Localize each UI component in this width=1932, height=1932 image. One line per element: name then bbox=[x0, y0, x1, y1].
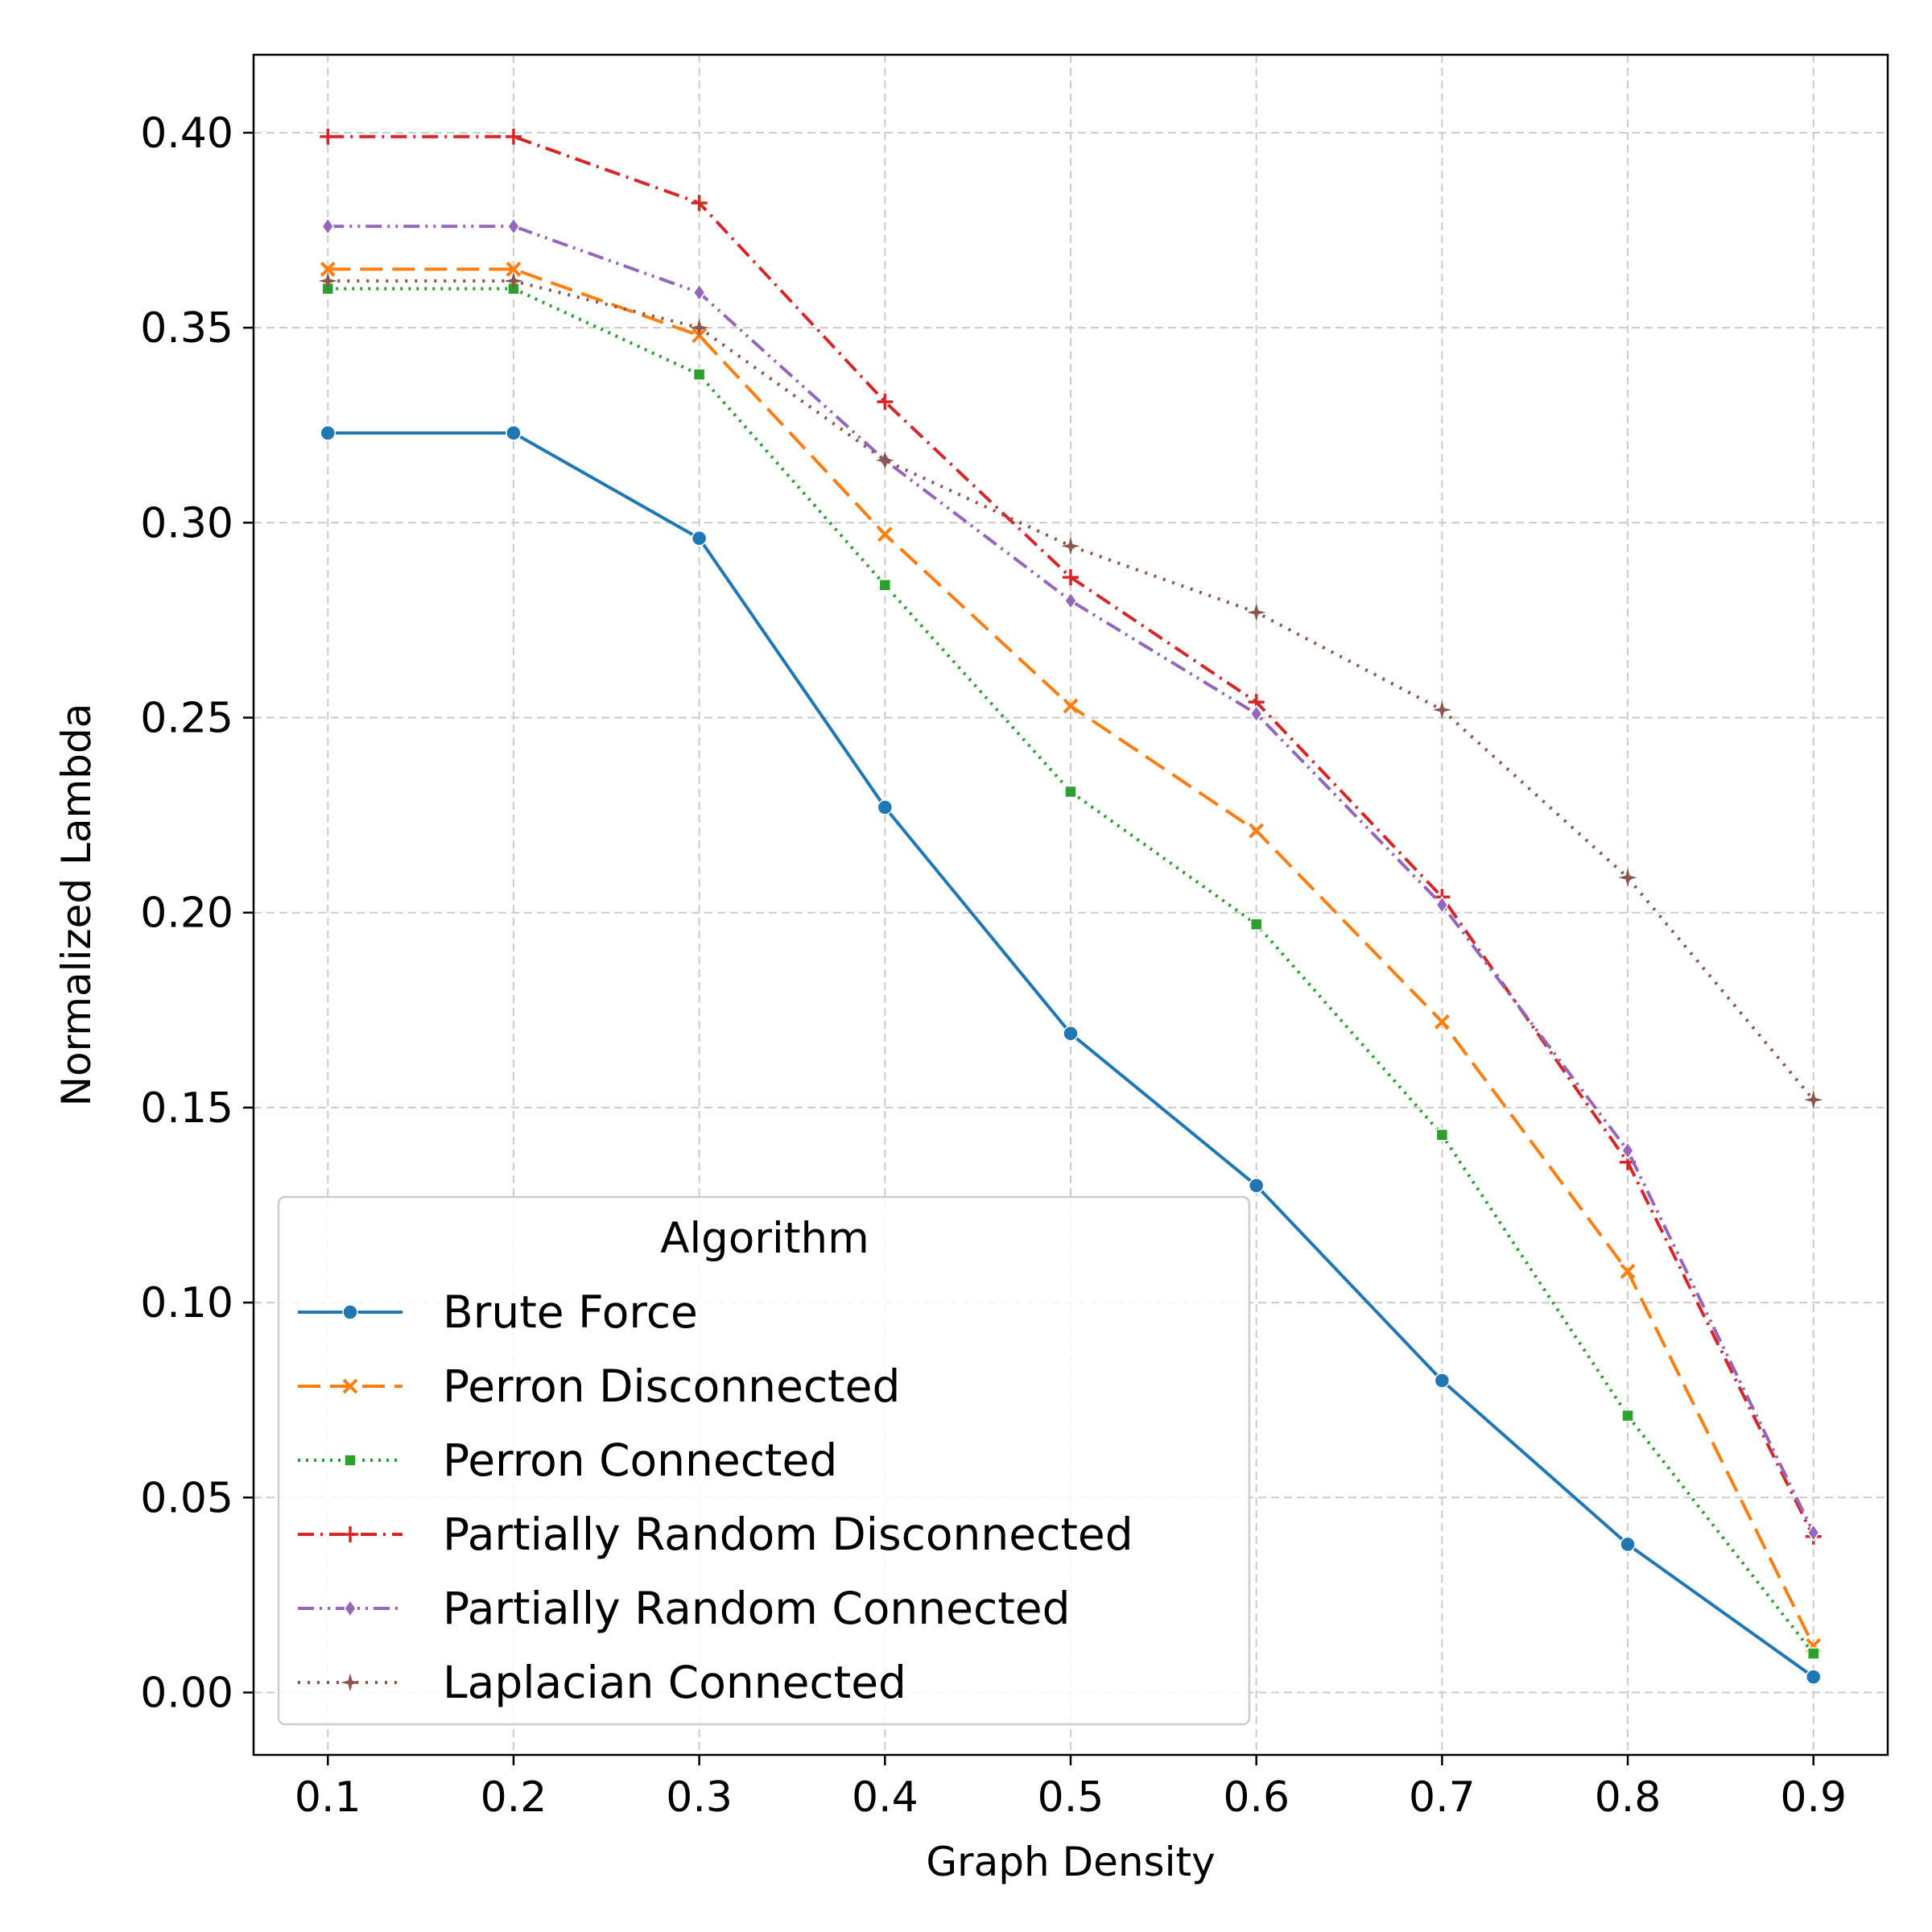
data-point bbox=[318, 271, 337, 291]
legend-item: Partially Random Disconnected bbox=[298, 1509, 1133, 1560]
data-point bbox=[1618, 868, 1637, 887]
y-tick-label: 0.25 bbox=[140, 694, 233, 742]
data-point bbox=[877, 799, 894, 815]
data-point bbox=[1063, 1026, 1079, 1042]
data-point bbox=[877, 394, 894, 411]
legend: Algorithm Brute Force Perron Disconnected… bbox=[277, 1195, 1251, 1726]
data-point bbox=[692, 368, 706, 381]
data-point bbox=[1249, 918, 1263, 931]
data-point bbox=[321, 217, 335, 236]
data-point bbox=[320, 425, 336, 441]
data-point bbox=[320, 128, 336, 145]
y-tick-label: 0.30 bbox=[140, 499, 233, 547]
series-brute-force bbox=[320, 425, 1822, 1685]
data-point bbox=[505, 128, 522, 145]
y-tick-label: 0.20 bbox=[140, 890, 233, 938]
data-point bbox=[691, 195, 708, 212]
axis-ticks: 0.1 0.2 0.3 0.4 0.5 0.6 0.7 0.8 0.9 0.00 0.05 0.10 0… bbox=[140, 109, 1847, 1822]
data-point bbox=[1249, 823, 1265, 839]
data-point bbox=[1806, 1647, 1820, 1660]
data-point bbox=[507, 217, 520, 236]
y-tick-label: 0.35 bbox=[140, 304, 233, 353]
x-tick-label: 0.9 bbox=[1780, 1773, 1847, 1822]
y-tick-label: 0.00 bbox=[140, 1669, 233, 1717]
data-point bbox=[1620, 1263, 1636, 1279]
legend-marker bbox=[342, 1378, 358, 1394]
data-point bbox=[1248, 1178, 1265, 1194]
legend-item: Perron Connected bbox=[298, 1435, 837, 1486]
data-point bbox=[1804, 1090, 1823, 1109]
legend-item: Partially Random Connected bbox=[298, 1583, 1071, 1634]
x-tick-label: 0.3 bbox=[666, 1773, 733, 1822]
legend-marker bbox=[344, 1599, 357, 1618]
x-tick-label: 0.5 bbox=[1038, 1773, 1104, 1822]
legend-label: Perron Disconnected bbox=[443, 1360, 900, 1412]
data-point bbox=[1064, 591, 1077, 610]
x-tick-label: 0.1 bbox=[295, 1773, 361, 1822]
legend-marker bbox=[344, 1454, 357, 1467]
legend-label: Partially Random Disconnected bbox=[443, 1509, 1133, 1560]
x-tick-label: 0.8 bbox=[1595, 1773, 1662, 1822]
data-point bbox=[1432, 700, 1451, 720]
series-line bbox=[328, 225, 1815, 1534]
y-tick-label: 0.10 bbox=[140, 1279, 233, 1327]
x-tick-label: 0.6 bbox=[1223, 1773, 1290, 1822]
data-point bbox=[877, 526, 893, 543]
y-tick-label: 0.15 bbox=[140, 1084, 233, 1133]
data-point bbox=[1247, 603, 1266, 622]
data-point bbox=[690, 318, 709, 337]
data-point bbox=[1061, 536, 1080, 555]
legend-box bbox=[277, 1195, 1251, 1726]
legend-marker bbox=[341, 1673, 360, 1692]
series-laplacian-connected bbox=[318, 271, 1823, 1109]
data-point bbox=[1620, 1536, 1636, 1553]
legend-title: Algorithm bbox=[660, 1214, 869, 1263]
data-point bbox=[1435, 895, 1449, 914]
series-partially-random-connected bbox=[321, 217, 1820, 1542]
x-tick-label: 0.4 bbox=[852, 1773, 919, 1822]
data-point bbox=[1064, 785, 1077, 799]
legend-items: Brute Force Perron Disconnected Perron Con… bbox=[298, 1286, 1133, 1708]
data-point bbox=[1435, 1129, 1449, 1141]
data-point bbox=[506, 425, 522, 441]
data-point bbox=[320, 262, 336, 277]
series-line bbox=[328, 134, 1815, 1538]
legend-label: Laplacian Connected bbox=[443, 1657, 906, 1708]
y-axis-label: Normalized Lambda bbox=[53, 704, 100, 1107]
y-tick-label: 0.05 bbox=[140, 1474, 233, 1522]
series-lines bbox=[318, 128, 1823, 1685]
data-point bbox=[1063, 698, 1079, 714]
data-point bbox=[1063, 569, 1079, 586]
legend-marker bbox=[342, 1304, 358, 1320]
data-point bbox=[875, 451, 894, 470]
legend-label: Partially Random Connected bbox=[443, 1583, 1071, 1634]
x-axis-label: Graph Density bbox=[926, 1839, 1215, 1885]
legend-item: Laplacian Connected bbox=[298, 1657, 906, 1708]
x-tick-label: 0.7 bbox=[1409, 1773, 1476, 1822]
legend-marker bbox=[342, 1526, 358, 1542]
data-point bbox=[1434, 1373, 1451, 1389]
legend-label: Brute Force bbox=[443, 1286, 698, 1338]
data-point bbox=[691, 530, 708, 547]
data-point bbox=[692, 283, 706, 302]
legend-item: Perron Disconnected bbox=[298, 1360, 900, 1412]
legend-item: Brute Force bbox=[298, 1286, 698, 1338]
series-line bbox=[328, 279, 1815, 1101]
y-tick-label: 0.40 bbox=[140, 109, 233, 158]
series-perron-connected bbox=[321, 282, 1820, 1660]
data-point bbox=[1249, 704, 1263, 723]
data-point bbox=[1621, 1141, 1634, 1160]
data-point bbox=[878, 579, 892, 592]
x-tick-label: 0.2 bbox=[481, 1773, 547, 1822]
data-point bbox=[1805, 1669, 1822, 1685]
data-point bbox=[1434, 1013, 1450, 1030]
legend-label: Perron Connected bbox=[443, 1435, 837, 1486]
data-point bbox=[504, 271, 523, 291]
data-point bbox=[1806, 1523, 1820, 1542]
data-point bbox=[1621, 1409, 1634, 1422]
data-point bbox=[506, 262, 522, 277]
